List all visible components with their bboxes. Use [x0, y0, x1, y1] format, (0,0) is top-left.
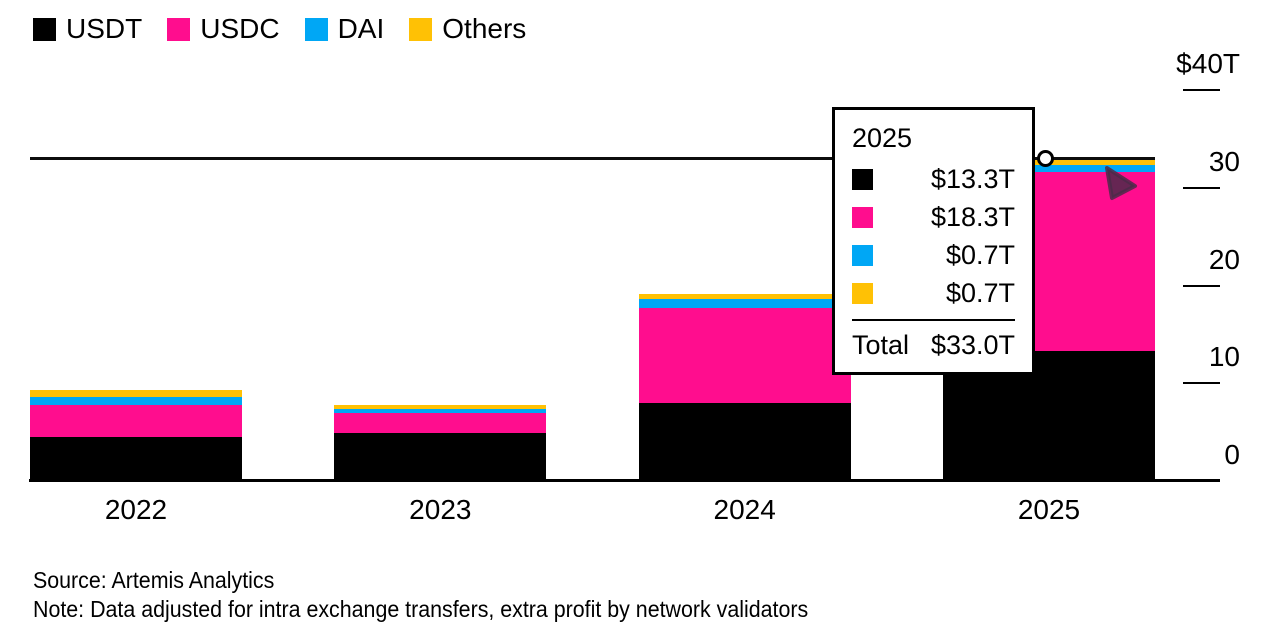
legend-swatch-icon — [409, 17, 433, 41]
y-axis-label-30: 30 — [1208, 145, 1240, 177]
tooltip-row-usdt: $13.3T — [852, 160, 1015, 198]
chart-legend: USDT USDC DAI Others — [33, 15, 526, 43]
tooltip-value: $18.3T — [930, 201, 1015, 232]
bar-segment-usdc-2023[interactable] — [334, 412, 547, 434]
legend-swatch-icon — [167, 17, 191, 41]
highlight-value-line — [30, 156, 1155, 160]
tooltip-divider — [852, 319, 1015, 321]
legend-swatch-icon — [33, 17, 56, 41]
tooltip-total-value: $33.0T — [930, 330, 1015, 360]
y-axis-label-10: 10 — [1208, 341, 1240, 373]
legend-item-dai[interactable]: DAI — [304, 13, 385, 44]
tooltip-total: Total $33.0T — [852, 330, 1015, 361]
bar-segment-dai-2025[interactable] — [943, 165, 1155, 173]
tooltip-value: $13.3T — [930, 163, 1015, 194]
y-axis-tick — [1183, 284, 1220, 287]
x-axis-line — [29, 479, 1220, 482]
legend-item-others[interactable]: Others — [409, 15, 526, 43]
tooltip-swatch-icon — [852, 168, 873, 190]
source-text: Source: Artemis Analytics — [33, 567, 275, 593]
chart-footer: Source: Artemis Analytics Note: Data adj… — [33, 566, 808, 624]
y-axis-tick — [1183, 186, 1220, 189]
hover-point-marker — [1036, 149, 1054, 167]
tooltip-row-dai: $0.7T — [852, 236, 1015, 274]
tooltip-row-usdc: $18.3T — [852, 198, 1015, 236]
tooltip-row-others: $0.7T — [852, 274, 1015, 312]
legend-label: USDT — [66, 13, 143, 44]
bar-2022[interactable] — [30, 390, 242, 481]
bar-segment-usdc-2022[interactable] — [30, 404, 242, 437]
tooltip: 2025 $13.3T $18.3T $0.7T $0.7T Total $33.0T — [832, 107, 1035, 375]
y-axis-tick — [1183, 382, 1220, 385]
note-text: Note: Data adjusted for intra exchange t… — [33, 596, 809, 622]
bar-segment-dai-2024[interactable] — [638, 299, 851, 308]
bar-segment-dai-2023[interactable] — [334, 408, 547, 413]
bar-segment-dai-2022[interactable] — [30, 396, 242, 405]
tooltip-value: $0.7T — [945, 277, 1015, 308]
bar-segment-usdt-2022[interactable] — [30, 437, 242, 481]
bar-segment-others-2022[interactable] — [30, 390, 242, 397]
y-axis-label-20: 20 — [1208, 243, 1240, 275]
legend-label: USDC — [200, 13, 280, 44]
legend-item-usdt[interactable]: USDT — [33, 15, 142, 43]
tooltip-value: $0.7T — [945, 239, 1015, 270]
legend-label: DAI — [337, 13, 385, 44]
tooltip-rows: $13.3T $18.3T $0.7T $0.7T — [852, 160, 1015, 312]
tooltip-swatch-icon — [852, 206, 873, 228]
tooltip-total-label: Total — [852, 330, 910, 360]
tooltip-swatch-icon — [852, 244, 873, 266]
legend-item-usdc[interactable]: USDC — [167, 13, 280, 44]
bar-segment-usdt-2023[interactable] — [334, 433, 547, 481]
bar-segment-usdc-2024[interactable] — [638, 307, 851, 403]
mouse-cursor-icon — [1105, 166, 1137, 200]
bar-segment-usdt-2024[interactable] — [638, 402, 851, 481]
x-axis-label-2024: 2024 — [713, 494, 776, 525]
x-axis-label-2025: 2025 — [1017, 494, 1081, 525]
y-axis-label-0: 0 — [1224, 439, 1240, 470]
y-axis-tick — [1183, 89, 1220, 91]
legend-label: Others — [442, 13, 527, 44]
y-axis-label--40t: $40T — [1176, 48, 1240, 79]
tooltip-swatch-icon — [852, 282, 873, 304]
tooltip-title: 2025 — [852, 123, 913, 153]
bar-segment-others-2024[interactable] — [638, 294, 851, 300]
x-axis-label-2022: 2022 — [104, 494, 168, 525]
legend-swatch-icon — [304, 17, 328, 41]
bar-2024[interactable] — [638, 294, 851, 481]
x-axis-label-2023: 2023 — [409, 494, 472, 525]
bar-segment-others-2023[interactable] — [334, 404, 547, 409]
bar-2023[interactable] — [334, 404, 547, 481]
